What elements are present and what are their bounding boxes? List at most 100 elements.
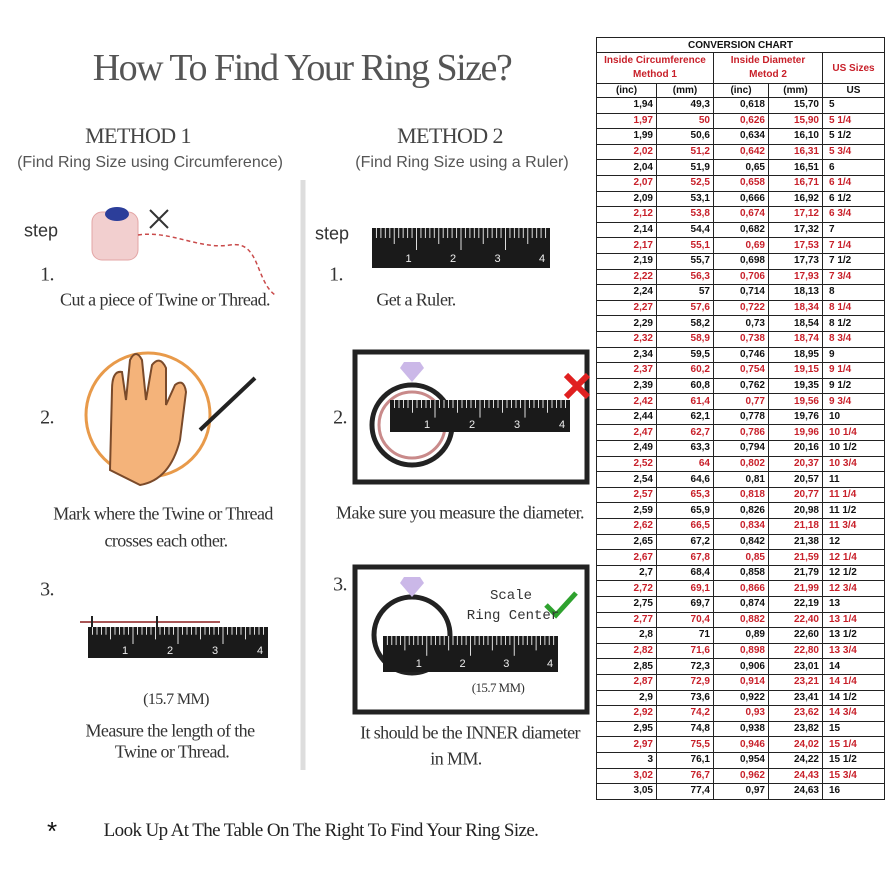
table-cell: 21,38	[768, 533, 823, 551]
unit-header: (mm)	[656, 83, 714, 98]
us-header: US Sizes	[822, 52, 885, 84]
table-row: 2,95 74,8 0,938 23,82 15	[596, 720, 885, 738]
table-cell: 0,874	[713, 596, 769, 613]
table-cell: 0,938	[713, 720, 769, 738]
table-cell: 2,17	[596, 237, 657, 254]
table-cell: 24,63	[768, 783, 823, 800]
table-cell: 0,658	[713, 174, 769, 192]
measure-label: (15.7 MM)	[471, 680, 525, 695]
table-cell: 15,70	[768, 97, 823, 114]
table-cell: 67,8	[656, 549, 714, 566]
table-row: 2,8 71 0,89 22,60 13 1/2	[596, 627, 885, 644]
table-cell: 2,12	[596, 206, 657, 223]
table-cell: 53,1	[656, 190, 714, 208]
table-cell: 14 1/4	[822, 673, 885, 691]
table-row: 2,87 72,9 0,914 23,21 14 1/4	[596, 673, 885, 691]
group-header: Inside Diameter Metod 2	[713, 52, 823, 84]
table-row: 2,75 69,7 0,874 22,19 13	[596, 596, 885, 613]
step-number: 3.	[40, 578, 54, 601]
table-cell: 62,7	[656, 424, 714, 442]
table-cell: 12 1/2	[822, 564, 885, 582]
table-cell: 0,882	[713, 611, 769, 629]
table-cell: 16,92	[768, 190, 823, 208]
ruler-number: 3	[212, 645, 218, 657]
ruler: 1 2 3 4	[372, 228, 550, 268]
table-cell: 2,09	[596, 190, 657, 208]
table-cell: 54,4	[656, 221, 714, 239]
table-cell: 8	[822, 284, 885, 301]
ruler-number: 3	[494, 253, 500, 265]
table-row: 2,32 58,9 0,738 18,74 8 3/4	[596, 330, 885, 348]
table-row: 3,02 76,7 0,962 24,43 15 3/4	[596, 767, 885, 785]
table-cell: 0,842	[713, 533, 769, 551]
table-cell: 6	[822, 159, 885, 176]
table-cell: 0,898	[713, 642, 769, 660]
table-row: 2,22 56,3 0,706 17,93 7 3/4	[596, 268, 885, 286]
table-cell: 0,866	[713, 580, 769, 597]
table-cell: 2,72	[596, 580, 657, 597]
table-cell: 21,18	[768, 518, 823, 535]
table-cell: 14 3/4	[822, 705, 885, 722]
table-cell: 10 1/4	[822, 424, 885, 442]
step-text: Twine or Thread.	[114, 741, 230, 762]
table-cell: 2,39	[596, 377, 657, 395]
ruler: 1 2 3 4	[88, 627, 268, 658]
ruler: 1 2 3 4	[390, 400, 570, 432]
step-number: 2.	[40, 406, 54, 429]
table-cell: 67,2	[656, 533, 714, 551]
table-cell: 0,89	[713, 627, 769, 644]
table-cell: 19,15	[768, 362, 823, 379]
table-cell: 20,16	[768, 440, 823, 457]
table-cell: 77,4	[656, 783, 714, 800]
table-cell: 3,02	[596, 767, 657, 785]
table-row: 2,92 74,2 0,93 23,62 14 3/4	[596, 705, 885, 722]
table-cell: 13 1/2	[822, 627, 885, 644]
table-cell: 2,44	[596, 408, 657, 426]
step-text: Get a Ruler.	[376, 289, 456, 310]
table-cell: 2,65	[596, 533, 657, 551]
table-row: 2,14 54,4 0,682 17,32 7	[596, 221, 885, 239]
table-row: 2,27 57,6 0,722 18,34 8 1/4	[596, 299, 885, 317]
group-name: Inside Circumference	[604, 55, 706, 66]
table-cell: 2,02	[596, 143, 657, 161]
table-cell: 0,786	[713, 424, 769, 442]
table-cell: 13 1/4	[822, 611, 885, 629]
table-cell: 5	[822, 97, 885, 114]
table-cell: 59,5	[656, 346, 714, 364]
table-cell: 2,07	[596, 174, 657, 192]
table-cell: 8 1/2	[822, 315, 885, 332]
table-cell: 2,8	[596, 627, 657, 644]
table-cell: 20,57	[768, 471, 823, 488]
step-number: 1.	[40, 263, 54, 286]
table-cell: 0,77	[713, 393, 769, 410]
table-row: 2,49 63,3 0,794 20,16 10 1/2	[596, 440, 885, 457]
table-cell: 20,77	[768, 486, 823, 504]
table-cell: 69,7	[656, 596, 714, 613]
table-cell: 0,73	[713, 315, 769, 332]
table-cell: 16	[822, 783, 885, 800]
table-row: 2,65 67,2 0,842 21,38 12	[596, 533, 885, 551]
table-cell: 2,87	[596, 673, 657, 691]
table-cell: 11 1/4	[822, 486, 885, 504]
table-cell: 15 1/4	[822, 736, 885, 753]
ruler-number: 1	[416, 658, 422, 670]
ruler-number: 4	[539, 253, 545, 265]
table-cell: 0,714	[713, 284, 769, 301]
table-cell: 0,698	[713, 252, 769, 270]
table-row: 2,82 71,6 0,898 22,80 13 3/4	[596, 642, 885, 660]
table-cell: 21,99	[768, 580, 823, 597]
table-cell: 69,1	[656, 580, 714, 597]
table-cell: 17,12	[768, 206, 823, 223]
ruler-number: 3	[514, 419, 520, 431]
table-cell: 0,746	[713, 346, 769, 364]
table-cell: 20,98	[768, 502, 823, 520]
table-cell: 22,19	[768, 596, 823, 613]
table-cell: 0,97	[713, 783, 769, 800]
table-cell: 0,65	[713, 159, 769, 176]
table-cell: 75,5	[656, 736, 714, 753]
table-cell: 1,99	[596, 128, 657, 145]
table-cell: 10	[822, 408, 885, 426]
table-cell: 0,962	[713, 767, 769, 785]
table-cell: 11 1/2	[822, 502, 885, 520]
page-title: How To Find Your Ring Size?	[92, 47, 513, 89]
